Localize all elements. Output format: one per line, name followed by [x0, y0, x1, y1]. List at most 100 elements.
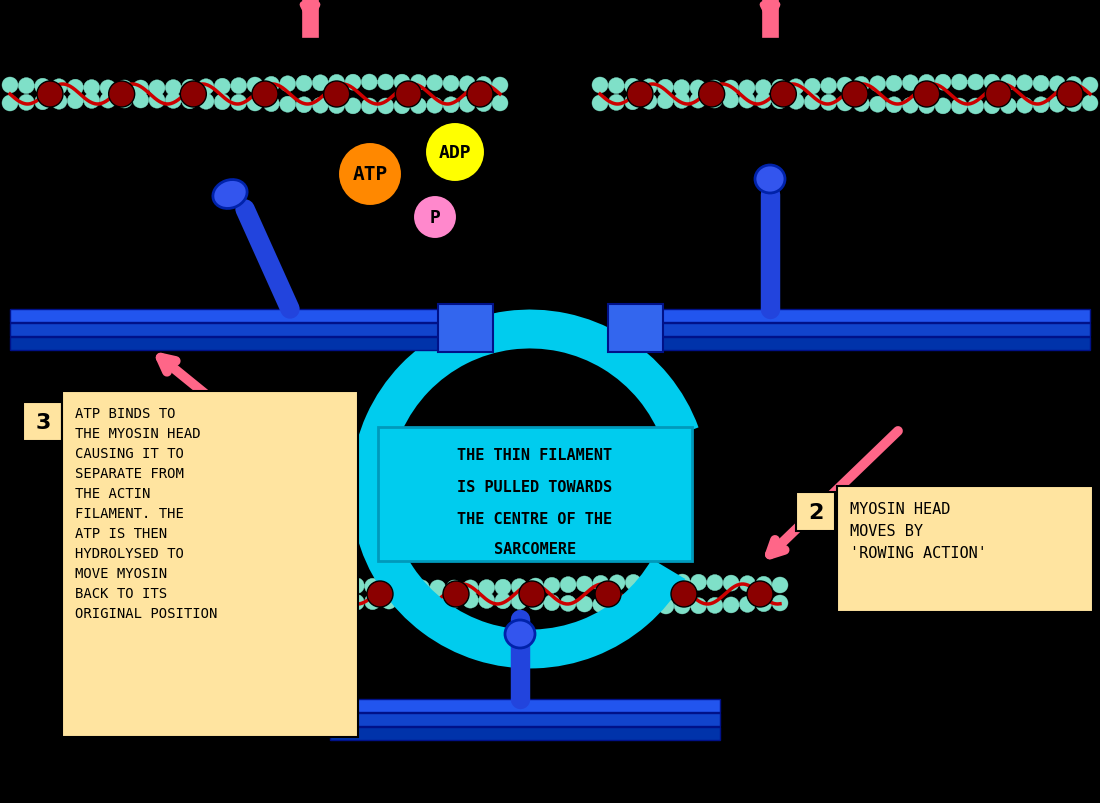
Circle shape — [410, 99, 427, 115]
Circle shape — [252, 82, 278, 108]
Circle shape — [560, 577, 576, 593]
Text: 2: 2 — [808, 503, 824, 522]
Circle shape — [377, 99, 394, 115]
Circle shape — [870, 97, 886, 113]
Circle shape — [338, 143, 402, 206]
Circle shape — [447, 581, 462, 597]
Text: MYOSIN HEAD
MOVES BY
'ROWING ACTION': MYOSIN HEAD MOVES BY 'ROWING ACTION' — [850, 501, 987, 560]
FancyBboxPatch shape — [608, 304, 663, 353]
Circle shape — [37, 82, 63, 108]
Circle shape — [770, 82, 796, 108]
FancyBboxPatch shape — [23, 402, 62, 442]
Circle shape — [788, 94, 804, 110]
Circle shape — [462, 593, 478, 609]
Circle shape — [397, 580, 414, 596]
FancyBboxPatch shape — [330, 727, 720, 740]
Circle shape — [443, 581, 469, 607]
Circle shape — [918, 99, 935, 115]
Circle shape — [543, 577, 560, 593]
Circle shape — [690, 81, 706, 96]
Circle shape — [595, 581, 621, 607]
Circle shape — [279, 76, 296, 92]
Circle shape — [1049, 76, 1065, 92]
Circle shape — [625, 575, 641, 591]
Circle shape — [658, 94, 673, 110]
Circle shape — [886, 98, 902, 113]
Circle shape — [837, 96, 852, 112]
Circle shape — [837, 78, 852, 94]
FancyBboxPatch shape — [615, 324, 1090, 336]
Circle shape — [492, 96, 508, 112]
Circle shape — [100, 93, 116, 109]
Circle shape — [1066, 96, 1081, 112]
Circle shape — [756, 577, 772, 593]
Circle shape — [821, 96, 837, 112]
Circle shape — [19, 79, 34, 95]
Text: ATP: ATP — [352, 165, 387, 184]
Circle shape — [332, 577, 348, 593]
Circle shape — [625, 79, 640, 95]
Circle shape — [394, 99, 410, 115]
Circle shape — [19, 96, 34, 112]
Circle shape — [739, 597, 756, 613]
Circle shape — [381, 593, 397, 609]
Circle shape — [332, 595, 348, 611]
Circle shape — [756, 80, 771, 96]
Circle shape — [1082, 78, 1098, 94]
Circle shape — [133, 93, 148, 109]
Circle shape — [576, 597, 593, 612]
Circle shape — [117, 93, 132, 109]
Circle shape — [788, 79, 804, 96]
Circle shape — [723, 93, 739, 109]
Circle shape — [706, 93, 723, 109]
FancyBboxPatch shape — [378, 427, 692, 561]
Circle shape — [364, 594, 381, 610]
Circle shape — [1082, 96, 1098, 112]
Circle shape — [427, 98, 442, 114]
Circle shape — [658, 574, 674, 590]
Text: THE CENTRE OF THE: THE CENTRE OF THE — [458, 512, 613, 526]
FancyBboxPatch shape — [438, 304, 493, 353]
Circle shape — [592, 96, 608, 112]
Circle shape — [914, 82, 939, 108]
Circle shape — [592, 78, 608, 94]
Circle shape — [984, 99, 1000, 115]
Circle shape — [475, 77, 492, 93]
Circle shape — [263, 77, 279, 93]
Circle shape — [51, 79, 67, 96]
Circle shape — [148, 93, 165, 109]
Circle shape — [593, 576, 608, 592]
Circle shape — [674, 574, 690, 590]
Circle shape — [329, 75, 344, 92]
Circle shape — [364, 579, 381, 594]
Circle shape — [414, 580, 429, 596]
Circle shape — [609, 575, 625, 591]
Circle shape — [804, 95, 821, 111]
Circle shape — [323, 82, 350, 108]
Circle shape — [1066, 77, 1081, 93]
Circle shape — [165, 80, 182, 96]
Circle shape — [35, 79, 51, 95]
Text: SARCOMERE: SARCOMERE — [494, 541, 576, 556]
Circle shape — [427, 75, 442, 92]
Circle shape — [952, 75, 967, 91]
Circle shape — [918, 75, 935, 92]
Circle shape — [935, 99, 952, 115]
Circle shape — [430, 593, 446, 609]
Circle shape — [478, 593, 495, 609]
Circle shape — [641, 574, 658, 590]
Circle shape — [842, 82, 868, 108]
Circle shape — [198, 94, 214, 110]
Circle shape — [460, 97, 475, 113]
Text: THE THIN FILAMENT: THE THIN FILAMENT — [458, 447, 613, 463]
Circle shape — [462, 580, 478, 596]
Circle shape — [475, 96, 492, 112]
Circle shape — [165, 93, 182, 109]
Circle shape — [968, 99, 983, 115]
Circle shape — [100, 81, 116, 96]
Circle shape — [658, 80, 673, 96]
Circle shape — [381, 579, 397, 595]
Circle shape — [182, 94, 198, 110]
Circle shape — [133, 81, 148, 97]
Circle shape — [641, 598, 658, 614]
